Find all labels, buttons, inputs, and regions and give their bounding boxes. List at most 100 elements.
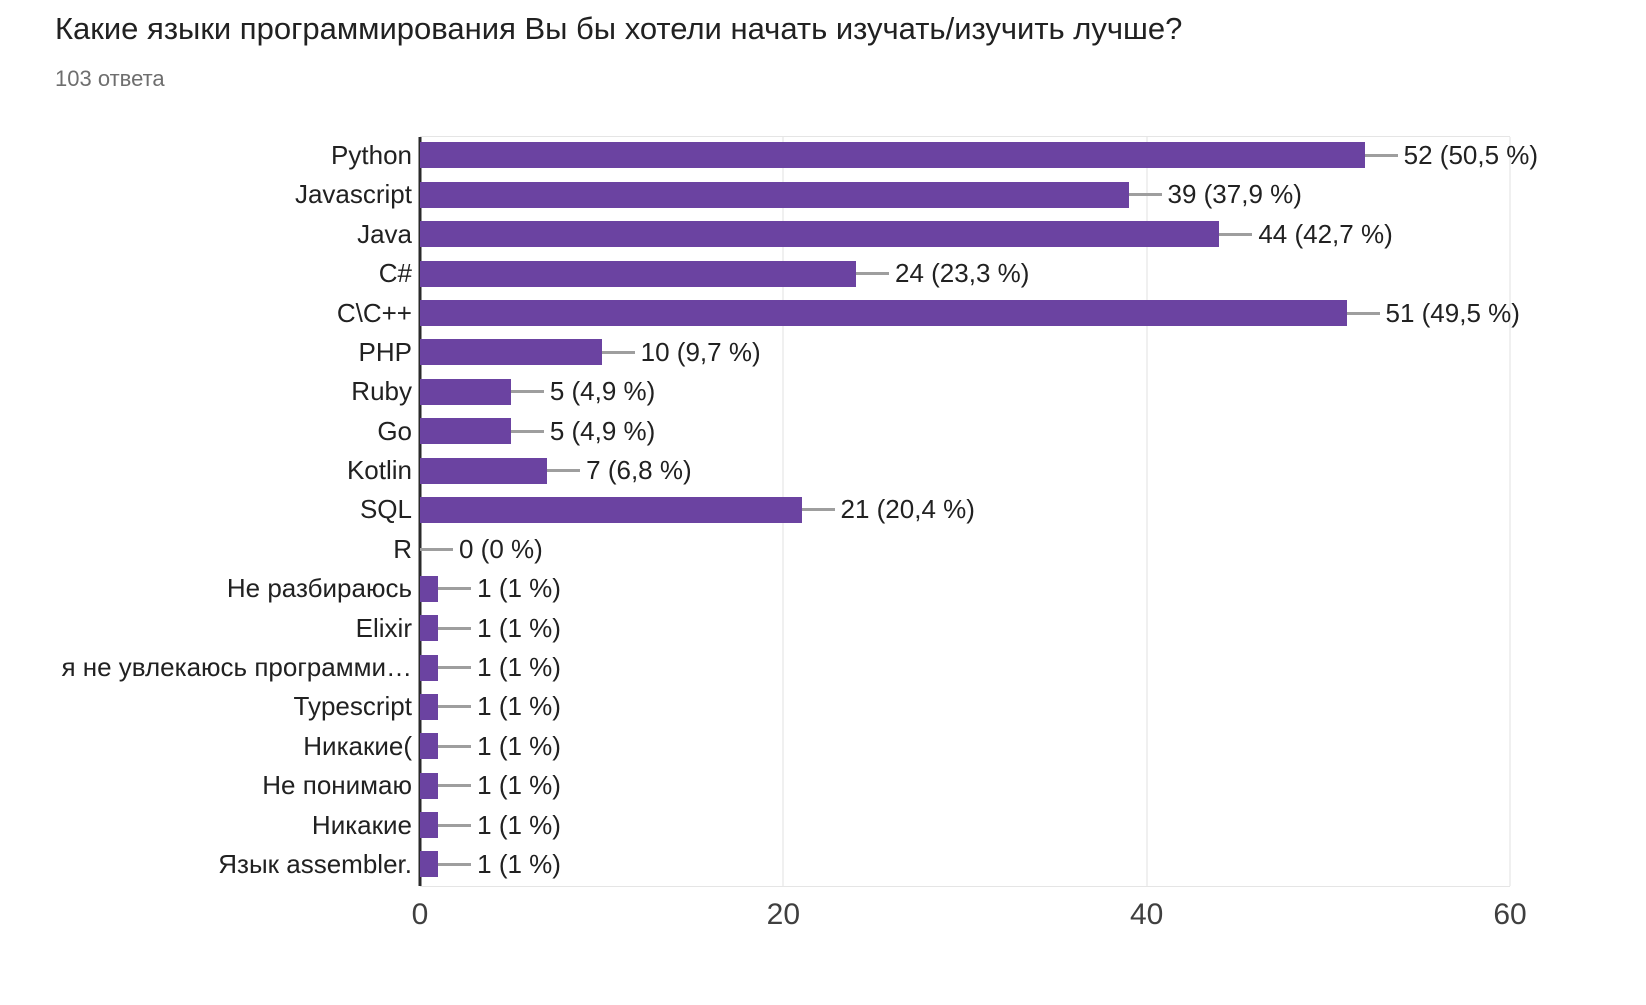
bar-track: 1 (1 %) [420,731,1510,762]
bar-track: 1 (1 %) [420,613,1510,644]
chart-row: Никакие( 1 (1 %) [55,727,1646,766]
category-label: Не понимаю [262,770,412,801]
bar [420,339,602,366]
value-label: 5 (4,9 %) [549,415,656,446]
value-label: 44 (42,7 %) [1258,218,1393,249]
value-label: 21 (20,4 %) [840,494,975,525]
category-label: Никакие( [303,730,412,761]
x-axis: 0 20 40 60 [412,884,1527,934]
chart-row: Не разбираюсь 1 (1 %) [55,569,1646,608]
bar-track: 5 (4,9 %) [420,416,1510,447]
bar [420,260,856,287]
category-label: Ruby [351,376,412,407]
bar [420,496,802,523]
connector-line [510,429,544,433]
bar [420,772,439,799]
category-label: Elixir [355,612,412,643]
connector-line [1364,153,1398,157]
x-tick-label: 20 [766,898,801,932]
connector-line [438,784,472,788]
category-label: Никакие [311,809,412,840]
connector-line [1128,193,1162,197]
connector-line [856,272,889,276]
connector-line [1219,232,1253,236]
connector-line [801,508,835,512]
chart-row: Java 44 (42,7 %) [55,215,1646,254]
chart-row: Typescript 1 (1 %) [55,687,1646,726]
bar [420,575,439,602]
bar-track: 1 (1 %) [420,849,1510,880]
chart-row: C\C++ 51 (49,5 %) [55,293,1646,332]
connector-line [420,547,453,551]
value-label: 1 (1 %) [477,730,561,761]
connector-line [438,862,472,866]
bar-track: 1 (1 %) [420,652,1510,683]
category-label: Go [377,415,412,446]
bar-track: 1 (1 %) [420,691,1510,722]
value-label: 51 (49,5 %) [1385,297,1520,328]
value-label: 10 (9,7 %) [640,336,761,367]
bar [420,181,1129,208]
bar [420,300,1347,326]
value-label: 1 (1 %) [477,573,561,604]
category-label: C\C++ [336,297,412,328]
bar-track: 5 (4,9 %) [420,376,1510,407]
category-label: я не увлекаюсь программи… [61,652,412,683]
connector-line [438,744,472,748]
bar [420,812,439,839]
chart-row: я не увлекаюсь программи… 1 (1 %) [55,648,1646,687]
value-label: 1 (1 %) [477,612,561,643]
category-label: SQL [359,494,412,525]
bar [420,654,439,681]
value-label: 1 (1 %) [477,848,561,879]
category-label: Javascript [294,179,412,210]
bar [420,142,1365,169]
bar-track: 21 (20,4 %) [420,494,1510,525]
bar-track: 1 (1 %) [420,810,1510,841]
bar-chart: Python 52 (50,5 %) Javascript 39 (37,9 %) Ja… [55,135,1646,934]
category-label: Kotlin [346,455,412,486]
value-label: 39 (37,9 %) [1167,179,1302,210]
gridline [1509,136,1511,886]
bar-track: 1 (1 %) [420,573,1510,604]
category-label: R [393,533,412,564]
x-tick-label: 40 [1129,898,1164,932]
connector-line [438,823,472,827]
connector-line [1346,311,1380,315]
bar [420,418,511,445]
bar-track: 10 (9,7 %) [420,337,1510,368]
chart-row: Javascript 39 (37,9 %) [55,175,1646,214]
connector-line [547,469,581,473]
connector-line [438,587,472,591]
chart-row: Язык assembler. 1 (1 %) [55,845,1646,884]
chart-row: SQL 21 (20,4 %) [55,490,1646,529]
page: Какие языки программирования Вы бы хотел… [55,11,1646,934]
chart-row: Не понимаю 1 (1 %) [55,766,1646,805]
bar-track: 24 (23,3 %) [420,258,1510,289]
connector-line [438,705,472,709]
bar-track: 1 (1 %) [420,770,1510,801]
value-label: 1 (1 %) [477,691,561,722]
chart-row: Ruby 5 (4,9 %) [55,372,1646,411]
chart-row: R 0 (0 %) [55,530,1646,569]
chart-row: PHP 10 (9,7 %) [55,333,1646,372]
bar [420,378,511,405]
bar-track: 51 (49,5 %) [420,298,1520,329]
category-label: Python [331,139,412,170]
value-label: 52 (50,5 %) [1403,139,1539,170]
bar-track: 44 (42,7 %) [420,219,1510,250]
answer-count: 103 ответа [55,65,165,91]
connector-line [601,350,635,354]
category-label: Язык assembler. [218,848,412,879]
bar [420,733,439,760]
bar-track: 7 (6,8 %) [420,455,1510,486]
chart-row: Elixir 1 (1 %) [55,608,1646,647]
bar [420,693,439,720]
connector-line [510,390,544,394]
bar-track: 39 (37,9 %) [420,179,1510,210]
chart-title: Какие языки программирования Вы бы хотел… [55,11,1183,46]
bar [420,221,1220,248]
bar-track: 0 (0 %) [420,534,1510,565]
value-label: 24 (23,3 %) [895,258,1030,289]
chart-row: Никакие 1 (1 %) [55,805,1646,844]
